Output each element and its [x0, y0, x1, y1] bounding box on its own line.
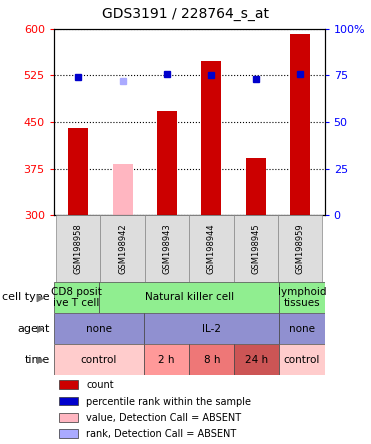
- Bar: [99, 282, 279, 313]
- Bar: [113, 164, 132, 215]
- Text: value, Detection Call = ABSENT: value, Detection Call = ABSENT: [86, 412, 242, 423]
- Bar: [59, 396, 78, 405]
- Bar: [54, 282, 99, 313]
- Text: GSM198959: GSM198959: [296, 223, 305, 274]
- Text: ▶: ▶: [37, 355, 45, 365]
- Text: agent: agent: [18, 324, 50, 333]
- Text: ▶: ▶: [37, 293, 45, 302]
- Bar: [189, 215, 234, 282]
- Text: CD8 posit
ive T cell: CD8 posit ive T cell: [51, 287, 102, 308]
- Bar: [145, 215, 189, 282]
- Text: 8 h: 8 h: [204, 355, 220, 365]
- Text: cell type: cell type: [3, 293, 50, 302]
- Bar: [68, 128, 88, 215]
- Bar: [59, 429, 78, 438]
- Text: percentile rank within the sample: percentile rank within the sample: [86, 396, 251, 407]
- Bar: [290, 34, 310, 215]
- Bar: [234, 215, 278, 282]
- Text: Natural killer cell: Natural killer cell: [145, 293, 234, 302]
- Text: control: control: [284, 355, 320, 365]
- Text: none: none: [289, 324, 315, 333]
- Text: lymphoid
tissues: lymphoid tissues: [278, 287, 326, 308]
- Bar: [144, 344, 189, 375]
- Text: GSM198958: GSM198958: [74, 223, 83, 274]
- Text: 24 h: 24 h: [245, 355, 269, 365]
- Bar: [279, 282, 325, 313]
- Text: GSM198945: GSM198945: [251, 223, 260, 274]
- Bar: [279, 344, 325, 375]
- Bar: [157, 111, 177, 215]
- Text: GSM198942: GSM198942: [118, 223, 127, 274]
- Text: GSM198944: GSM198944: [207, 223, 216, 274]
- Bar: [279, 313, 325, 344]
- Text: 2 h: 2 h: [158, 355, 175, 365]
- Text: GSM198943: GSM198943: [162, 223, 171, 274]
- Bar: [278, 215, 322, 282]
- Text: IL-2: IL-2: [202, 324, 221, 333]
- Text: GDS3191 / 228764_s_at: GDS3191 / 228764_s_at: [102, 7, 269, 21]
- Text: rank, Detection Call = ABSENT: rank, Detection Call = ABSENT: [86, 429, 237, 439]
- Bar: [54, 344, 144, 375]
- Text: none: none: [86, 324, 112, 333]
- Bar: [201, 61, 221, 215]
- Bar: [234, 344, 279, 375]
- Text: time: time: [25, 355, 50, 365]
- Bar: [101, 215, 145, 282]
- Text: ▶: ▶: [37, 324, 45, 333]
- Bar: [59, 381, 78, 389]
- Bar: [56, 215, 101, 282]
- Bar: [189, 344, 234, 375]
- Text: control: control: [81, 355, 117, 365]
- Bar: [54, 313, 144, 344]
- Bar: [144, 313, 279, 344]
- Bar: [246, 158, 266, 215]
- Text: count: count: [86, 381, 114, 390]
- Bar: [59, 412, 78, 421]
